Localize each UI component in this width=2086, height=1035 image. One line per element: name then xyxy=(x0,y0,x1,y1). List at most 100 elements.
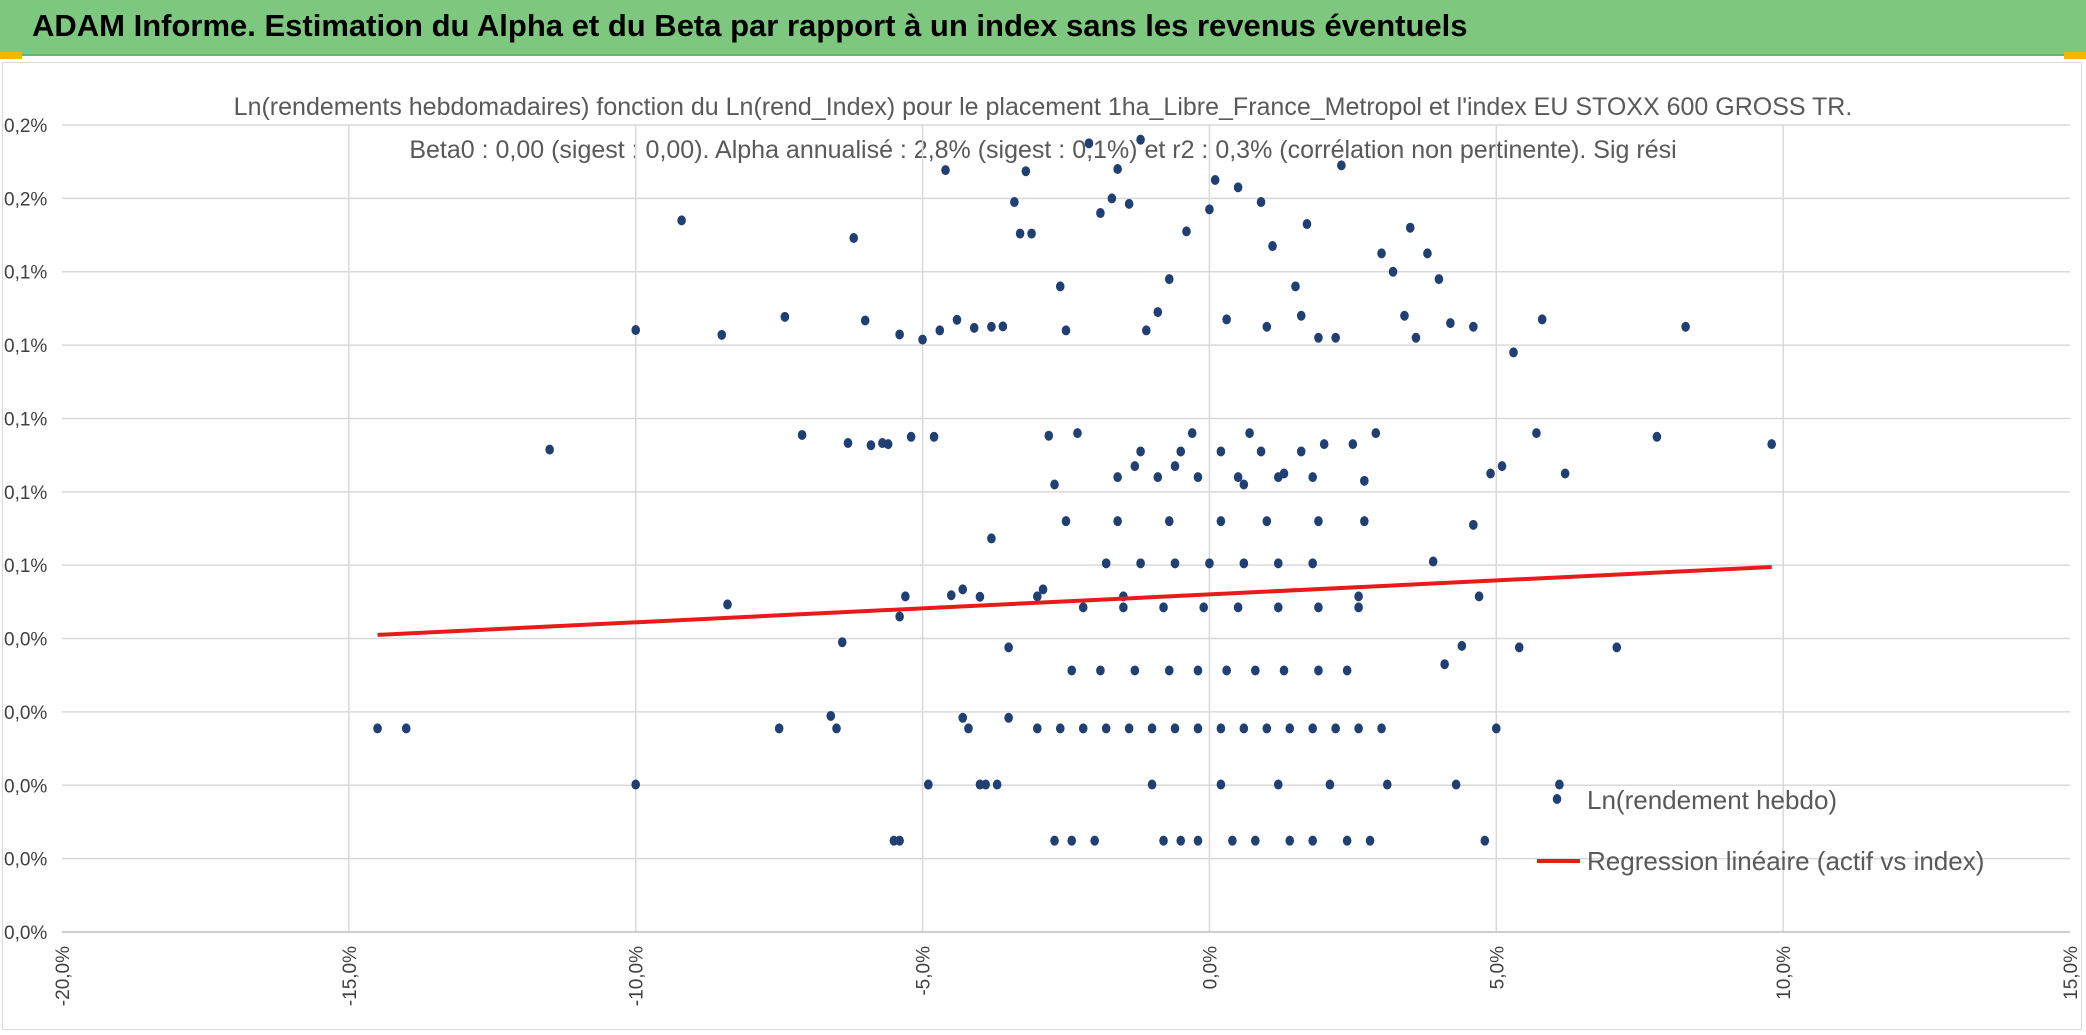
data-point xyxy=(1474,591,1484,602)
x-tick-label: -5,0% xyxy=(914,946,935,996)
data-point xyxy=(401,723,411,734)
data-point xyxy=(1262,516,1272,527)
data-point xyxy=(1469,519,1478,530)
chart-title-line-2: Beta0 : 0,00 (sigest : 0,00). Alpha annu… xyxy=(409,136,1676,164)
y-tick-label: 0,0% xyxy=(4,923,47,944)
data-point xyxy=(1767,439,1776,450)
legend-label-line: Regression linéaire (actif vs index) xyxy=(1587,846,1984,876)
data-point xyxy=(1239,558,1249,569)
y-tick-label: 0,1% xyxy=(4,409,47,430)
data-point xyxy=(1205,558,1214,569)
data-point xyxy=(1004,712,1013,723)
data-point xyxy=(677,215,686,226)
legend-marker-scatter xyxy=(1552,794,1562,804)
legend-label-scatter: Ln(rendement hebdo) xyxy=(1587,785,1837,815)
data-point xyxy=(1084,138,1094,149)
data-point xyxy=(1486,468,1495,479)
data-point xyxy=(1537,314,1547,325)
data-point xyxy=(992,779,1002,790)
data-point xyxy=(964,723,973,734)
data-point xyxy=(1331,332,1340,343)
data-point xyxy=(958,584,968,595)
data-point xyxy=(1382,779,1392,790)
data-point xyxy=(1400,310,1409,321)
data-point xyxy=(1480,835,1490,846)
data-point xyxy=(1273,779,1283,790)
data-point xyxy=(1021,166,1031,177)
data-point xyxy=(1434,274,1444,285)
data-point xyxy=(1440,659,1449,670)
data-point xyxy=(1004,642,1013,653)
data-point xyxy=(1233,602,1243,613)
data-point xyxy=(1308,558,1317,569)
data-point xyxy=(1256,446,1266,457)
data-point xyxy=(1348,439,1358,450)
data-point xyxy=(1119,602,1128,613)
data-point xyxy=(1314,665,1323,676)
data-point xyxy=(1130,461,1140,472)
data-point xyxy=(631,325,641,336)
data-point xyxy=(1514,642,1524,653)
data-point xyxy=(1067,665,1077,676)
report-title: ADAM Informe. Estimation du Alpha et du … xyxy=(32,8,1468,43)
x-tick-label: -20,0% xyxy=(53,946,74,1006)
data-point xyxy=(1176,446,1186,457)
data-point xyxy=(1193,723,1203,734)
y-tick-label: 0,1% xyxy=(4,556,47,577)
regression-line-group xyxy=(377,565,1772,637)
data-point xyxy=(843,438,853,449)
data-point xyxy=(717,329,727,340)
data-point xyxy=(832,723,841,734)
data-point xyxy=(866,440,876,451)
data-point xyxy=(1050,479,1059,490)
data-point xyxy=(1159,835,1168,846)
data-point xyxy=(1273,602,1283,613)
data-point xyxy=(952,314,962,325)
data-point xyxy=(1279,665,1289,676)
data-point xyxy=(1164,274,1174,285)
data-point xyxy=(1681,321,1690,332)
data-point xyxy=(1314,602,1323,613)
data-point xyxy=(1216,516,1226,527)
data-point xyxy=(723,599,732,610)
y-tick-label: 0,0% xyxy=(4,776,47,797)
data-point xyxy=(1205,204,1214,215)
data-points xyxy=(373,134,1776,846)
data-point xyxy=(975,591,985,602)
data-point xyxy=(1170,558,1180,569)
grid-lines xyxy=(62,124,2070,933)
y-tick-label: 0,1% xyxy=(4,263,47,284)
data-point xyxy=(1222,314,1231,325)
data-point xyxy=(797,429,807,440)
data-point xyxy=(774,723,784,734)
data-point xyxy=(1354,602,1363,613)
data-point xyxy=(1067,835,1077,846)
data-point xyxy=(1285,723,1295,734)
data-point xyxy=(1113,516,1122,527)
data-point xyxy=(1308,472,1317,483)
y-tick-label: 0,1% xyxy=(4,336,47,357)
data-point xyxy=(1216,723,1226,734)
data-point xyxy=(1159,602,1168,613)
data-point xyxy=(1164,516,1174,527)
data-point xyxy=(929,431,939,442)
data-point xyxy=(1010,197,1019,208)
data-point xyxy=(1296,310,1306,321)
data-point xyxy=(998,321,1008,332)
data-point xyxy=(1078,723,1088,734)
data-point xyxy=(1193,665,1203,676)
data-point xyxy=(1256,197,1266,208)
data-point xyxy=(1153,307,1163,318)
data-point xyxy=(1405,222,1415,233)
data-point xyxy=(935,325,945,336)
data-point xyxy=(1239,723,1249,734)
data-point xyxy=(1027,228,1036,239)
y-tick-label: 0,2% xyxy=(4,189,47,210)
data-point xyxy=(1360,516,1369,527)
data-point xyxy=(1101,558,1111,569)
chart-title-line-1: Ln(rendements hebdomadaires) fonction du… xyxy=(234,93,1853,121)
data-point xyxy=(1233,182,1243,193)
data-point xyxy=(1113,164,1122,175)
data-point xyxy=(981,779,990,790)
data-point xyxy=(1457,640,1467,651)
